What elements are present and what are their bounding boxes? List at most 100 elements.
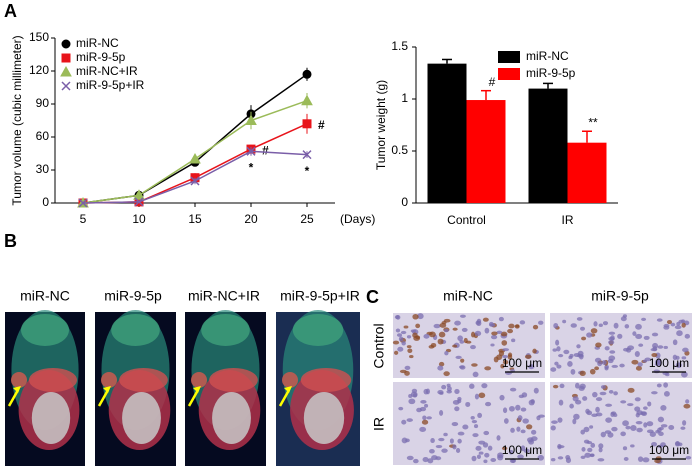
marker bbox=[133, 189, 145, 200]
legend-label: miR-NC bbox=[526, 49, 569, 63]
nucleus bbox=[589, 368, 596, 375]
nucleus bbox=[471, 419, 478, 424]
nucleus bbox=[619, 363, 625, 368]
nucleus bbox=[431, 455, 438, 461]
nucleus bbox=[474, 330, 482, 337]
panel-label: C bbox=[366, 287, 379, 307]
nucleus bbox=[552, 348, 558, 352]
nucleus bbox=[595, 397, 603, 402]
arrow-head bbox=[193, 386, 201, 393]
nucleus bbox=[647, 401, 652, 407]
nucleus bbox=[484, 327, 490, 334]
pet-head bbox=[292, 314, 344, 346]
nucleus bbox=[437, 338, 444, 345]
nucleus bbox=[608, 340, 615, 345]
nucleus bbox=[537, 454, 544, 461]
column-label: miR-NC bbox=[443, 288, 493, 304]
nucleus bbox=[472, 371, 479, 378]
nucleus bbox=[528, 364, 535, 370]
nucleus bbox=[485, 401, 492, 407]
nucleus bbox=[590, 442, 596, 448]
nucleus bbox=[443, 432, 448, 437]
nucleus bbox=[449, 438, 454, 444]
nucleus bbox=[533, 387, 539, 394]
nucleus bbox=[674, 441, 681, 447]
nucleus bbox=[508, 405, 515, 412]
nucleus bbox=[452, 399, 460, 405]
nucleus bbox=[682, 420, 687, 426]
nucleus bbox=[631, 359, 639, 365]
arrow-head bbox=[13, 386, 21, 393]
nucleus bbox=[602, 321, 609, 326]
nucleus bbox=[595, 342, 602, 348]
y-tick-label: 0 bbox=[42, 195, 49, 209]
nucleus bbox=[518, 394, 525, 399]
annotation: * bbox=[249, 160, 254, 174]
legend-label: miR-NC+IR bbox=[76, 64, 138, 78]
nucleus bbox=[605, 403, 613, 407]
nucleus bbox=[520, 407, 527, 412]
nucleus bbox=[427, 458, 434, 464]
nucleus bbox=[433, 323, 441, 329]
nucleus bbox=[462, 424, 469, 430]
nucleus bbox=[654, 362, 662, 366]
nucleus bbox=[635, 420, 643, 425]
nucleus bbox=[460, 358, 465, 363]
legend-label: miR-9-5p+IR bbox=[76, 78, 145, 92]
nucleus bbox=[532, 324, 539, 330]
nucleus bbox=[517, 415, 523, 421]
nucleus bbox=[441, 448, 448, 453]
pet-organ bbox=[300, 368, 352, 392]
tumor bbox=[101, 372, 117, 388]
nucleus bbox=[484, 366, 492, 371]
nucleus bbox=[454, 320, 461, 326]
nucleus bbox=[496, 330, 503, 335]
nucleus bbox=[555, 339, 560, 346]
annotation: * bbox=[305, 164, 310, 178]
y-tick-label: 90 bbox=[36, 96, 50, 110]
nucleus bbox=[643, 422, 648, 428]
nucleus bbox=[608, 331, 616, 335]
nucleus bbox=[651, 353, 658, 358]
nucleus bbox=[438, 331, 446, 338]
nucleus bbox=[630, 444, 635, 448]
nucleus bbox=[641, 317, 647, 321]
nucleus bbox=[623, 457, 629, 461]
nucleus bbox=[478, 392, 486, 399]
nucleus bbox=[557, 445, 565, 449]
nucleus bbox=[519, 320, 526, 325]
nucleus bbox=[663, 382, 669, 388]
arrow bbox=[97, 389, 110, 407]
nucleus bbox=[469, 383, 475, 389]
nucleus bbox=[430, 437, 435, 444]
nucleus bbox=[403, 325, 409, 329]
nucleus bbox=[550, 367, 557, 372]
nucleus bbox=[476, 320, 482, 327]
nucleus bbox=[627, 387, 635, 393]
nucleus bbox=[558, 399, 564, 406]
nucleus bbox=[630, 425, 637, 431]
nucleus bbox=[634, 351, 640, 358]
nucleus bbox=[607, 432, 614, 438]
nucleus bbox=[497, 454, 504, 461]
nucleus bbox=[465, 340, 472, 344]
nucleus bbox=[580, 429, 586, 435]
nucleus bbox=[409, 354, 414, 359]
nucleus bbox=[598, 323, 603, 328]
nucleus bbox=[406, 335, 412, 339]
nucleus bbox=[656, 383, 662, 388]
nucleus bbox=[663, 345, 668, 349]
nucleus bbox=[682, 347, 689, 353]
pet-organ bbox=[29, 368, 77, 392]
nucleus bbox=[580, 326, 586, 331]
nucleus bbox=[514, 324, 520, 329]
nucleus bbox=[470, 345, 476, 350]
nucleus bbox=[398, 336, 404, 342]
nucleus bbox=[457, 335, 463, 342]
nucleus bbox=[452, 344, 458, 348]
x-tick-label: 25 bbox=[300, 212, 314, 226]
nucleus bbox=[681, 322, 686, 328]
nucleus bbox=[408, 398, 416, 405]
nucleus bbox=[446, 386, 452, 392]
legend-swatch bbox=[498, 68, 520, 80]
